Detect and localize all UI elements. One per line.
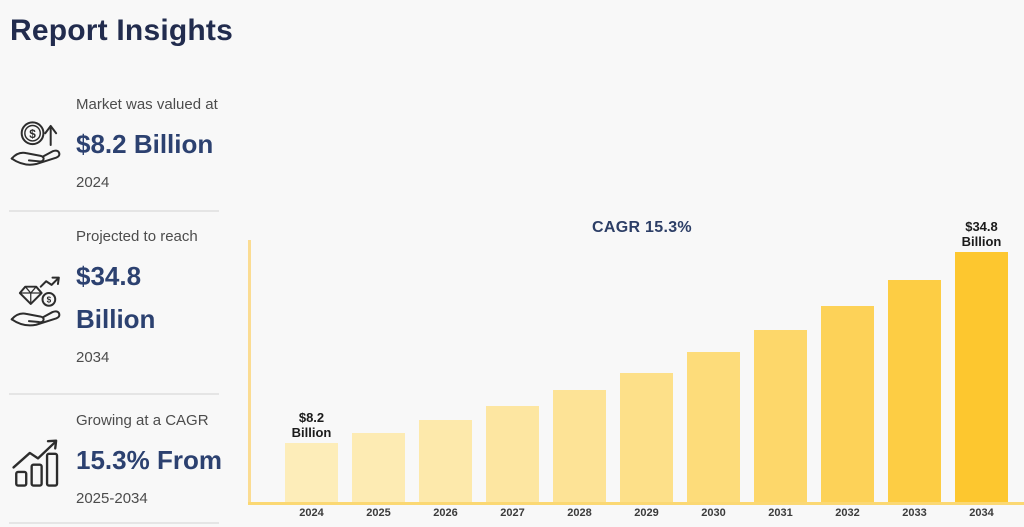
x-tick-label: 2028 <box>567 507 592 519</box>
bar-value-label: $34.8 Billion <box>961 218 1002 249</box>
diamond-hand-icon: $ <box>8 274 68 332</box>
bar-2026 <box>419 420 472 502</box>
stat-period: 2034 <box>76 348 110 366</box>
stat-value: 15.3% From <box>76 445 222 475</box>
cagr-annotation: CAGR 15.3% <box>592 219 692 236</box>
stat-cagr: Growing at a CAGR 15.3% From 2025-2034 <box>8 412 252 512</box>
page-title: Report Insights <box>10 14 234 47</box>
bar-2032 <box>821 306 874 502</box>
y-axis-line <box>248 240 251 505</box>
x-tick-label: 2027 <box>500 507 525 519</box>
stat-period: 2025-2034 <box>76 489 148 507</box>
stat-value: $8.2 Billion <box>76 129 214 159</box>
svg-text:$: $ <box>47 296 52 305</box>
stat-projected: $ Projected to reach $34.8 Billion 2034 <box>8 228 252 378</box>
stat-label: Growing at a CAGR <box>76 412 209 429</box>
ticks-row: 2024 2025 2026 2027 2028 2029 2030 2031 2032 2033… <box>285 507 1008 519</box>
growth-bars-icon <box>8 433 68 491</box>
x-axis-line <box>248 502 1024 505</box>
divider <box>9 522 219 524</box>
x-tick-label: 2026 <box>433 507 458 519</box>
x-tick-label: 2024 <box>299 507 324 519</box>
bar-2024: $8.2 Billion <box>285 410 338 502</box>
stat-value: $34.8 Billion <box>76 261 156 334</box>
bar-2030 <box>687 352 740 502</box>
bar-2029 <box>620 373 673 502</box>
divider <box>9 393 219 395</box>
bar-2033 <box>888 280 941 502</box>
x-tick-label: 2033 <box>902 507 927 519</box>
bar-2027 <box>486 406 539 502</box>
bar-2028 <box>553 390 606 502</box>
x-tick-label: 2031 <box>768 507 793 519</box>
x-tick-label: 2032 <box>835 507 860 519</box>
x-tick-label: 2029 <box>634 507 659 519</box>
bars-row: $8.2 Billion $34.8 Billion <box>285 219 1008 502</box>
bar-value-label: $8.2 Billion <box>291 409 332 440</box>
stat-period: 2024 <box>76 173 110 191</box>
bar-2031 <box>754 330 807 502</box>
x-tick-label: 2030 <box>701 507 726 519</box>
divider <box>9 210 219 212</box>
bar-2034: $34.8 Billion <box>955 219 1008 502</box>
money-growth-hand-icon: $ <box>8 116 68 174</box>
x-tick-label: 2034 <box>969 507 994 519</box>
bar-2025 <box>352 433 405 502</box>
stat-label: Market was valued at <box>76 96 218 113</box>
svg-text:$: $ <box>29 127 36 140</box>
stat-market-valued: $ Market was valued at $8.2 Billion 2024 <box>8 96 252 193</box>
x-tick-label: 2025 <box>366 507 391 519</box>
stat-label: Projected to reach <box>76 228 198 245</box>
